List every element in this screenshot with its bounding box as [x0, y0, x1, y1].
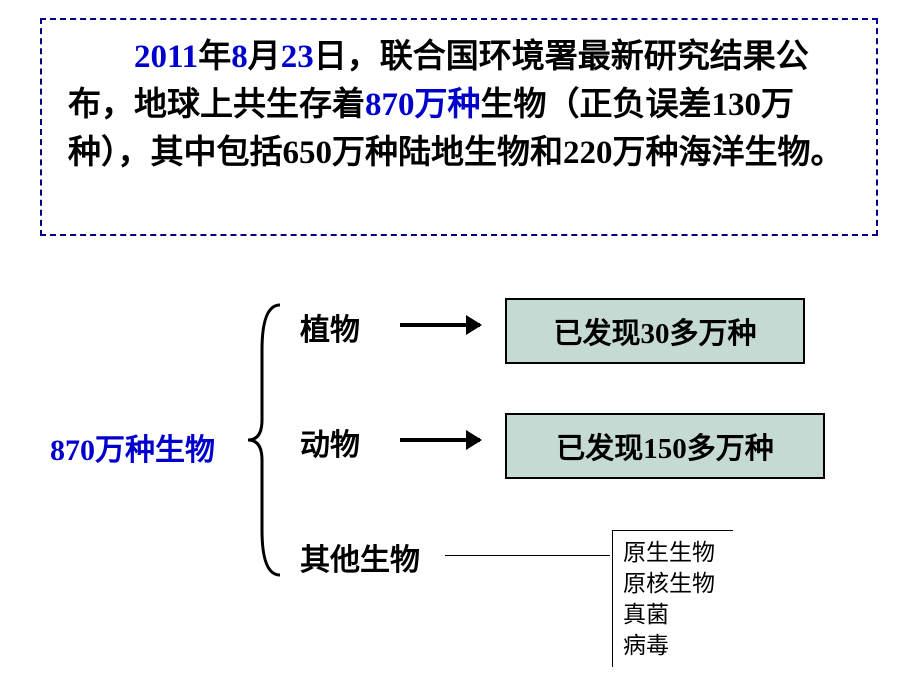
- animals-count-box: 已发现150多万种: [505, 413, 825, 479]
- plants-count-box: 已发现30多万种: [505, 298, 805, 364]
- other-organisms-list: 原生生物 原核生物 真菌 病毒: [612, 530, 733, 667]
- branch-plants: 植物: [300, 305, 360, 349]
- list-item: 原核生物: [623, 568, 715, 599]
- branch-animals: 动物: [300, 420, 360, 464]
- intro-text-box: 2011年8月23日，联合国环境署最新研究结果公布，地球上共生存着870万种生物…: [40, 18, 878, 236]
- root-label: 870万种生物: [50, 425, 215, 469]
- date-month: 8: [231, 39, 248, 75]
- list-item: 原生生物: [623, 537, 715, 568]
- list-item: 病毒: [623, 630, 715, 661]
- date-day: 23: [281, 39, 314, 75]
- total-species: 870万种: [365, 87, 481, 123]
- arrow-icon: [400, 438, 480, 442]
- connector-line: [445, 555, 610, 556]
- brace-icon: [240, 300, 290, 580]
- branch-others: 其他生物: [300, 535, 420, 579]
- arrow-icon: [400, 323, 480, 327]
- date-year: 2011: [134, 39, 198, 75]
- list-item: 真菌: [623, 599, 715, 630]
- classification-diagram: 870万种生物 植物 已发现30多万种 动物 已发现150多万种 其他生物 原生…: [0, 260, 920, 690]
